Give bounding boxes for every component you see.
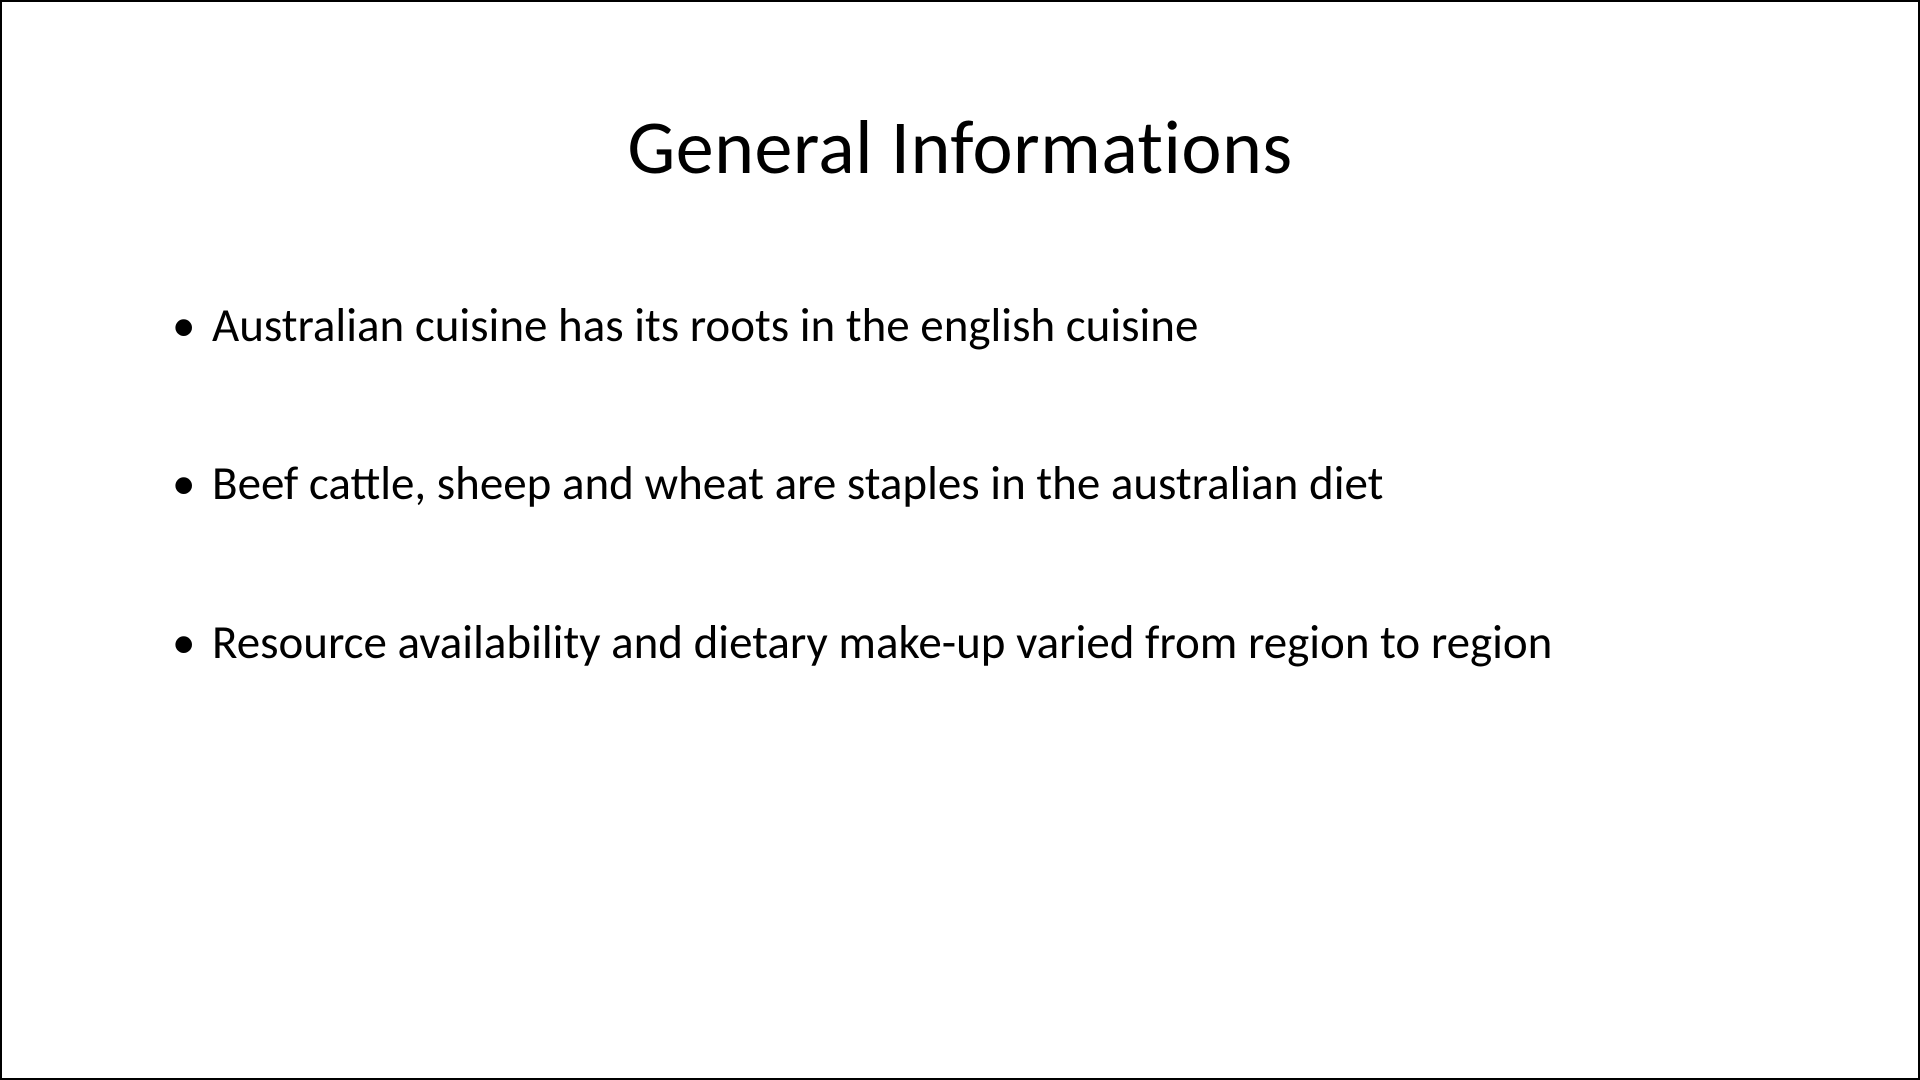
bullet-list: Australian cuisine has its roots in the … [132, 294, 1788, 674]
bullet-item: Beef cattle, sheep and wheat are staples… [172, 452, 1788, 515]
slide-title: General Informations [132, 102, 1788, 194]
slide-container: General Informations Australian cuisine … [0, 0, 1920, 1080]
bullet-item: Resource availability and dietary make-u… [172, 611, 1788, 674]
bullet-item: Australian cuisine has its roots in the … [172, 294, 1788, 357]
